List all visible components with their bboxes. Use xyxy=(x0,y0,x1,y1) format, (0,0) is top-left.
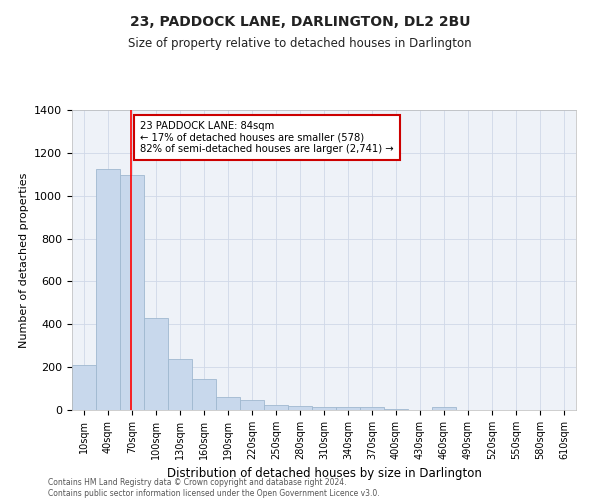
X-axis label: Distribution of detached houses by size in Darlington: Distribution of detached houses by size … xyxy=(167,468,481,480)
Text: 23, PADDOCK LANE, DARLINGTON, DL2 2BU: 23, PADDOCK LANE, DARLINGTON, DL2 2BU xyxy=(130,15,470,29)
Y-axis label: Number of detached properties: Number of detached properties xyxy=(19,172,29,348)
Bar xyxy=(337,407,359,410)
Bar xyxy=(265,404,287,410)
Bar xyxy=(97,169,119,410)
Bar xyxy=(361,408,383,410)
Bar xyxy=(73,365,95,410)
Text: Contains HM Land Registry data © Crown copyright and database right 2024.
Contai: Contains HM Land Registry data © Crown c… xyxy=(48,478,380,498)
Bar xyxy=(121,176,143,410)
Bar xyxy=(193,379,215,410)
Bar xyxy=(289,406,311,410)
Bar xyxy=(169,358,191,410)
Bar xyxy=(145,318,167,410)
Bar xyxy=(385,408,407,410)
Bar xyxy=(313,407,335,410)
Text: 23 PADDOCK LANE: 84sqm
← 17% of detached houses are smaller (578)
82% of semi-de: 23 PADDOCK LANE: 84sqm ← 17% of detached… xyxy=(140,120,394,154)
Bar xyxy=(241,400,263,410)
Bar xyxy=(433,408,455,410)
Text: Size of property relative to detached houses in Darlington: Size of property relative to detached ho… xyxy=(128,38,472,51)
Bar xyxy=(217,397,239,410)
